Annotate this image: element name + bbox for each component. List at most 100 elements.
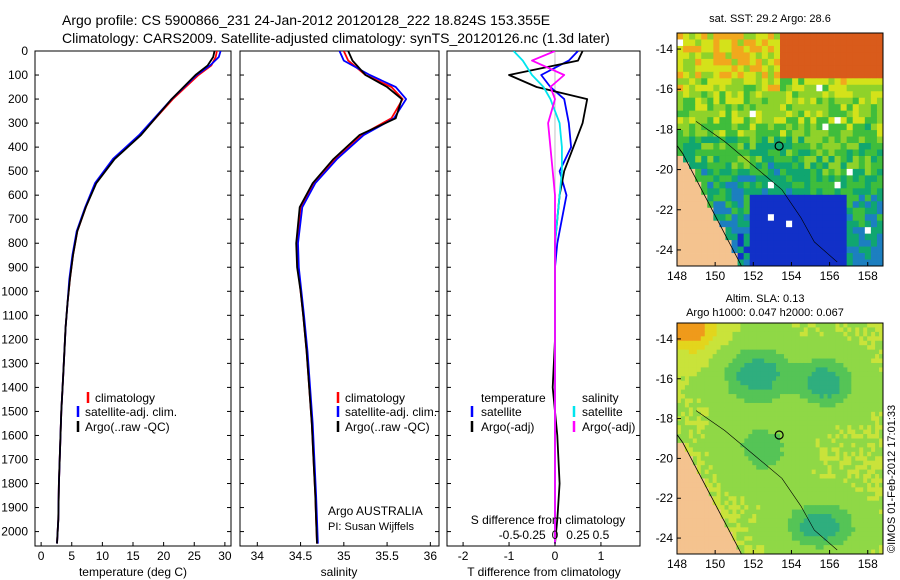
map-cell — [827, 327, 832, 333]
map-cell — [847, 469, 852, 475]
map-cell — [749, 168, 757, 176]
map-cell — [858, 155, 866, 163]
map-cell — [696, 451, 702, 457]
map-cell — [835, 527, 840, 533]
map-cell — [749, 175, 757, 183]
map-cell — [772, 505, 777, 510]
map-y-tick-label: -20 — [656, 451, 674, 465]
map-cell — [835, 358, 840, 364]
map-cell — [835, 349, 840, 355]
map-cell — [804, 71, 811, 79]
map-cell — [713, 45, 720, 53]
map-cell — [799, 456, 805, 462]
map-cell — [737, 65, 745, 73]
map-cell — [852, 214, 860, 222]
map-cell — [828, 207, 835, 215]
map-cell — [851, 327, 856, 333]
map-cell — [835, 340, 840, 346]
map-cell — [870, 58, 878, 66]
map-cell — [724, 349, 729, 355]
map-cell — [870, 123, 878, 131]
map-cell — [831, 500, 836, 506]
map-cell — [783, 482, 789, 488]
map-cell — [827, 465, 832, 470]
map-cell — [773, 207, 781, 215]
map-cell — [835, 389, 840, 395]
map-cell — [811, 518, 817, 524]
map-cell — [786, 123, 793, 131]
map-cell — [749, 33, 757, 40]
map-cell — [713, 181, 720, 189]
map-cell — [811, 331, 817, 337]
map-cell — [755, 58, 763, 66]
map-cell — [827, 385, 832, 391]
map-cell — [795, 336, 801, 342]
map-cell — [708, 442, 714, 448]
map-cell — [764, 478, 769, 484]
map-cell — [736, 425, 741, 431]
map-cell — [776, 407, 781, 413]
map-cell — [728, 505, 733, 510]
map-cell — [827, 527, 832, 533]
depth-tick-label: 1300 — [1, 356, 28, 370]
map-cell — [776, 540, 781, 546]
map-cell — [847, 545, 852, 550]
map-cell — [798, 91, 805, 99]
map-cell — [859, 398, 864, 404]
map-cell — [834, 253, 841, 260]
map-cell — [780, 39, 787, 47]
map-cell — [712, 442, 718, 448]
map-cell — [852, 130, 860, 137]
map-cell — [752, 518, 757, 524]
map-cell — [815, 362, 821, 368]
map-cell — [780, 168, 787, 176]
map-cell — [736, 487, 741, 493]
map-cell — [827, 389, 832, 395]
map-cell — [859, 478, 864, 484]
map-cell — [731, 162, 738, 170]
map-cell — [852, 175, 860, 183]
map-cell — [859, 456, 864, 462]
map-cell — [696, 531, 702, 537]
map-cell — [799, 518, 805, 524]
map-cell — [677, 349, 682, 355]
map-cell — [692, 509, 698, 515]
map-cell — [859, 349, 864, 355]
map-cell — [828, 220, 835, 228]
map-cell — [815, 536, 821, 542]
map-cell — [708, 491, 714, 497]
map-cell — [696, 354, 702, 359]
map-cell — [876, 58, 883, 66]
map-cell — [783, 376, 789, 382]
map-cell — [716, 420, 721, 426]
map-cell — [855, 487, 860, 493]
map-cell — [683, 71, 690, 79]
map-cell — [859, 425, 864, 431]
map-cell — [827, 367, 832, 373]
map-cell — [804, 240, 811, 247]
map-cell — [811, 380, 817, 386]
map-cell — [815, 394, 821, 399]
map-cell — [743, 227, 751, 235]
map-cell — [772, 496, 777, 502]
map-cell — [799, 540, 805, 546]
map-cell — [839, 371, 844, 377]
map-cell — [719, 58, 726, 66]
map-cell — [822, 155, 829, 163]
map-cell — [846, 123, 854, 131]
map-cell — [688, 323, 694, 328]
map-cell — [772, 478, 777, 484]
map-cell — [761, 175, 769, 183]
map-cell — [752, 367, 757, 373]
map-cell — [804, 39, 811, 47]
map-cell — [843, 456, 848, 462]
map-cell — [749, 227, 757, 235]
map-cell — [719, 71, 726, 79]
map-cell — [791, 429, 797, 435]
map-cell — [737, 207, 745, 215]
map-cell — [858, 123, 866, 131]
map-cell — [732, 394, 737, 399]
map-cell — [760, 531, 765, 537]
map-cell — [834, 136, 841, 144]
map-cell — [819, 402, 824, 408]
